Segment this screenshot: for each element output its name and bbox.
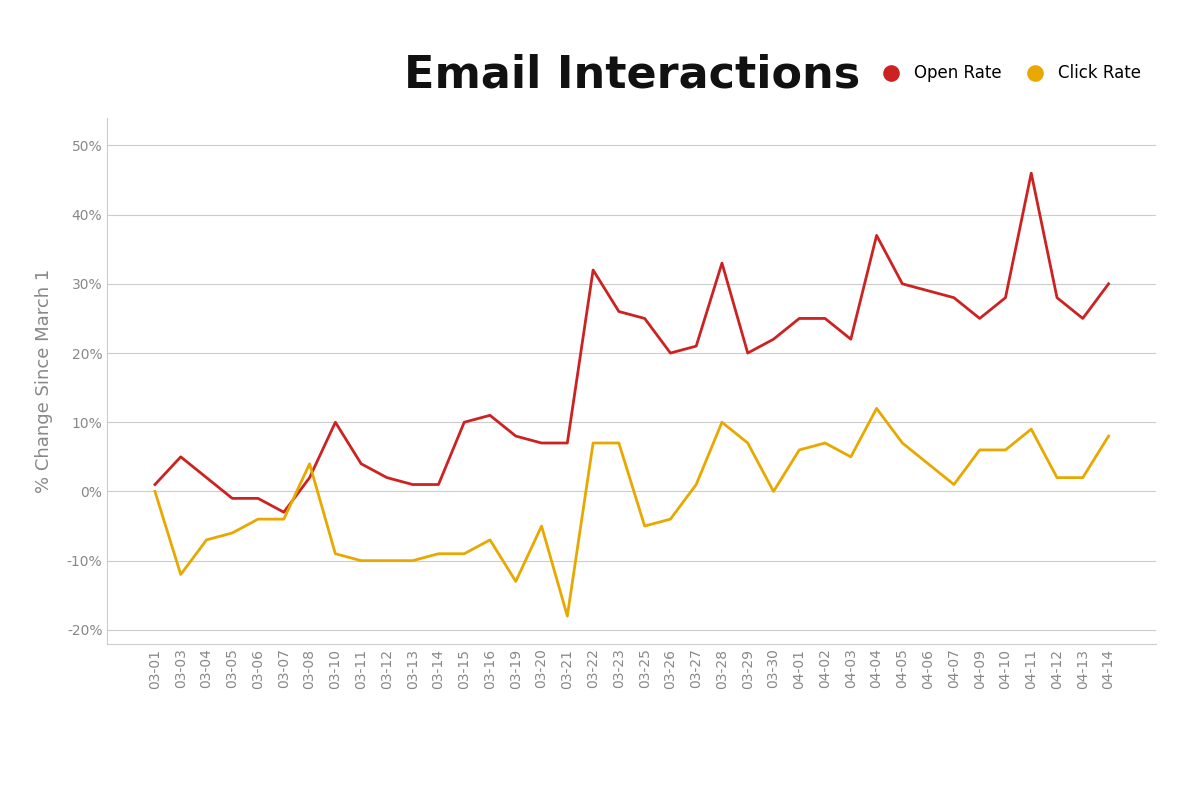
Legend: Open Rate, Click Rate: Open Rate, Click Rate — [868, 58, 1148, 89]
Title: Email Interactions: Email Interactions — [404, 53, 859, 97]
Y-axis label: % Change Since March 1: % Change Since March 1 — [35, 268, 52, 493]
